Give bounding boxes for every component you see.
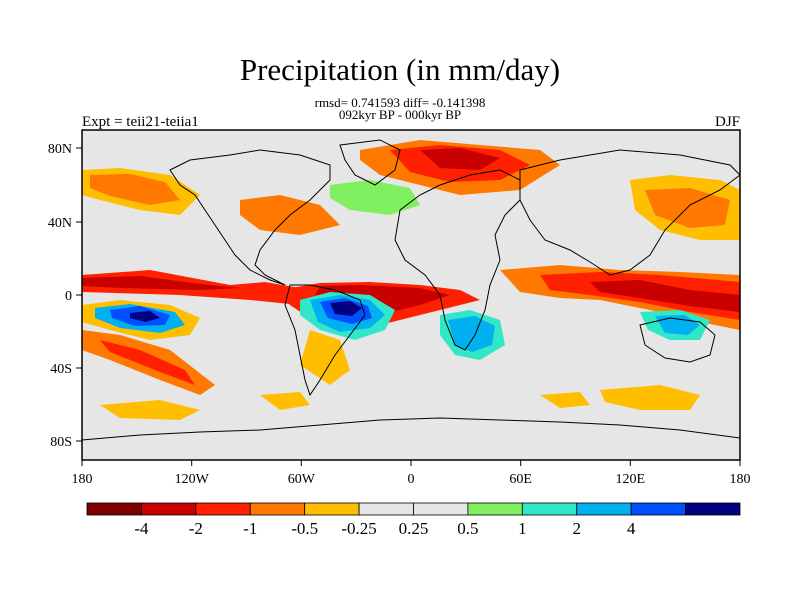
colorbar-labels: -4 -2 -1 -0.5 -0.25 0.25 0.5 1 2 4 xyxy=(134,519,636,538)
colorbar-label: -0.5 xyxy=(291,519,318,538)
colorbar-label: -1 xyxy=(243,519,257,538)
colorbar xyxy=(86,502,741,516)
y-tick-label: 40S xyxy=(50,362,72,377)
x-tick-label: 120E xyxy=(616,472,646,487)
colorbar-swatch xyxy=(358,502,414,516)
colorbar-swatch xyxy=(685,502,741,516)
anomaly-field xyxy=(82,140,740,420)
y-tick-label: 80N xyxy=(48,142,72,157)
colorbar-swatch xyxy=(249,502,306,516)
colorbar-label: -2 xyxy=(189,519,203,538)
colorbar-label: 0.25 xyxy=(399,519,429,538)
x-tick-label: 60W xyxy=(288,472,316,487)
y-tick-label: 80S xyxy=(50,435,72,450)
coastlines xyxy=(82,139,740,441)
period-line: 092kyr BP - 000kyr BP xyxy=(338,107,462,122)
colorbar-swatch xyxy=(576,502,632,516)
x-tick-label: 120W xyxy=(175,472,210,487)
colorbar-label: 2 xyxy=(573,519,582,538)
colorbar-swatch xyxy=(141,502,197,516)
tick-marks xyxy=(76,147,741,466)
colorbar-swatch xyxy=(413,502,469,516)
stats-line: rmsd= 0.741593 diff= -0.141398 xyxy=(314,95,486,110)
season-label: DJF xyxy=(714,114,740,130)
x-tick-label: 0 xyxy=(408,472,415,487)
y-tick-label: 40N xyxy=(48,216,72,231)
colorbar-label: -4 xyxy=(134,519,149,538)
colorbar-swatch xyxy=(630,502,686,516)
x-tick-label: 180 xyxy=(730,472,751,487)
colorbar-swatch xyxy=(195,502,251,516)
x-tick-label: 180 xyxy=(72,472,93,487)
experiment-label: Expt = teii21-teiia1 xyxy=(82,114,199,130)
colorbar-swatch xyxy=(467,502,523,516)
colorbar-label: 0.5 xyxy=(457,519,478,538)
colorbar-swatch xyxy=(86,502,142,516)
colorbar-label: -0.25 xyxy=(341,519,376,538)
chart-title: Precipitation (in mm/day) xyxy=(239,52,561,87)
x-tick-label: 60E xyxy=(509,472,532,487)
y-tick-label: 0 xyxy=(65,289,72,304)
colorbar-swatch xyxy=(304,502,360,516)
colorbar-label: 1 xyxy=(518,519,527,538)
colorbar-swatch xyxy=(521,502,578,516)
colorbar-label: 4 xyxy=(627,519,636,538)
